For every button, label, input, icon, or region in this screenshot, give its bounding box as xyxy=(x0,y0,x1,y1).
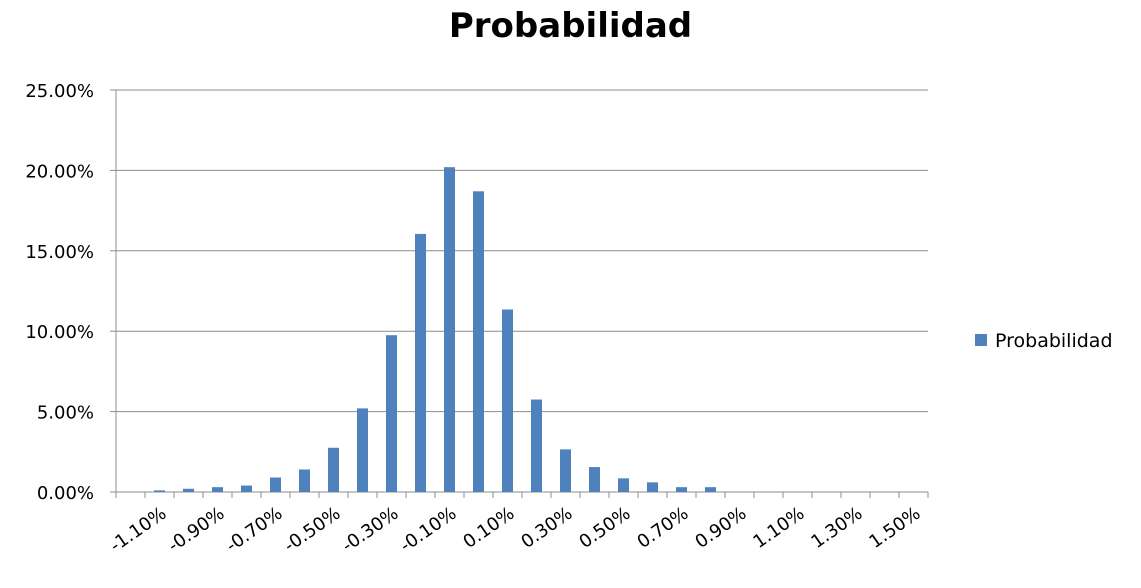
x-tick-label: 1.50% xyxy=(865,503,924,553)
y-tick-label: 5.00% xyxy=(37,403,94,424)
bar xyxy=(675,487,688,492)
bar xyxy=(153,490,166,492)
bar xyxy=(182,488,195,492)
x-tick-label: -0.70% xyxy=(222,503,286,557)
x-tick-label: -0.10% xyxy=(396,503,460,557)
legend-swatch xyxy=(975,334,987,346)
bar xyxy=(298,469,311,492)
bar xyxy=(385,335,398,492)
bar xyxy=(704,487,717,492)
bar xyxy=(588,467,601,492)
gridlines xyxy=(116,89,928,413)
bar xyxy=(356,408,369,492)
chart-title: Probabilidad xyxy=(448,6,693,46)
x-tick-label: -0.50% xyxy=(280,503,344,557)
bar xyxy=(414,233,427,492)
bar xyxy=(559,449,572,492)
x-tick-label: -1.10% xyxy=(106,503,170,557)
bars xyxy=(153,167,717,492)
axes xyxy=(110,89,929,498)
y-tick-label: 20.00% xyxy=(25,161,94,182)
x-tick-label: 0.50% xyxy=(575,503,634,553)
bar xyxy=(501,309,514,492)
bar xyxy=(617,478,630,492)
x-tick-labels: -1.10%-0.90%-0.70%-0.50%-0.30%-0.10% 0.10… xyxy=(106,503,924,557)
x-tick-label: -0.30% xyxy=(338,503,402,557)
bar xyxy=(211,487,224,492)
bar xyxy=(646,482,659,492)
y-tick-label: 25.00% xyxy=(25,81,94,102)
y-tick-label: 10.00% xyxy=(25,322,94,343)
x-tick-label: 1.10% xyxy=(749,503,808,553)
x-tick-label: 1.30% xyxy=(807,503,866,553)
y-tick-label: 15.00% xyxy=(25,242,94,263)
bar xyxy=(530,399,543,492)
legend-label: Probabilidad xyxy=(995,330,1113,352)
x-tick-label: 0.70% xyxy=(633,503,692,553)
y-tick-label: 0.00% xyxy=(37,483,94,504)
x-tick-label: 0.90% xyxy=(691,503,750,553)
x-tick-label: 0.30% xyxy=(517,503,576,553)
x-tick-label: 0.10% xyxy=(459,503,518,553)
bar xyxy=(472,191,485,492)
bar xyxy=(443,167,456,492)
y-tick-labels: 0.00% 5.00% 10.00% 15.00% 20.00% 25.00% xyxy=(25,81,94,504)
bar xyxy=(269,477,282,492)
legend: Probabilidad xyxy=(975,330,1113,352)
x-tick-label: -0.90% xyxy=(164,503,228,557)
bar xyxy=(240,485,253,492)
bar xyxy=(327,447,340,492)
